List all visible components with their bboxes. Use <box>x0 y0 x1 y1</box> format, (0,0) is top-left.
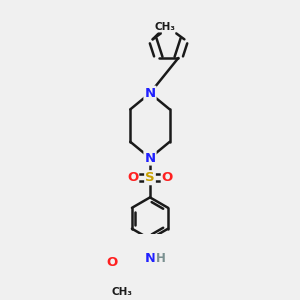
Text: S: S <box>145 171 155 184</box>
Text: O: O <box>162 171 173 184</box>
Text: CH₃: CH₃ <box>112 287 133 297</box>
Text: O: O <box>106 256 117 269</box>
Text: N: N <box>144 87 156 100</box>
Text: O: O <box>127 171 138 184</box>
Text: H: H <box>155 252 165 265</box>
Text: O: O <box>163 21 174 34</box>
Text: N: N <box>144 252 156 265</box>
Text: CH₃: CH₃ <box>155 22 176 32</box>
Text: N: N <box>144 152 156 164</box>
